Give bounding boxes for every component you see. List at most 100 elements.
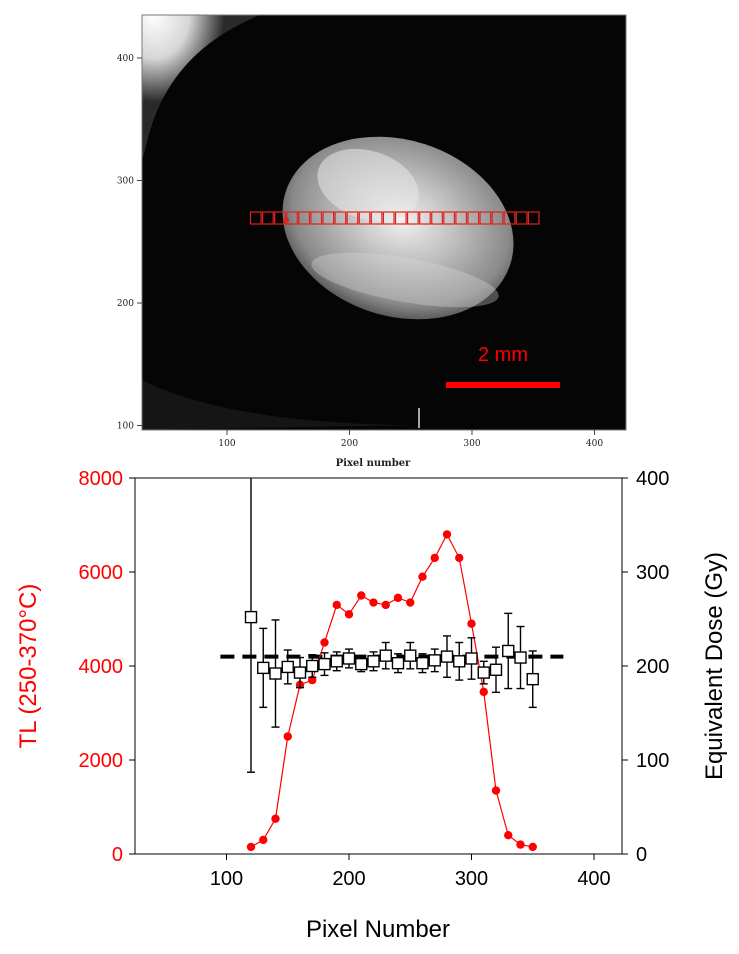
dose-point (257, 661, 270, 675)
roi-box (346, 211, 359, 225)
dose-series (244, 478, 539, 773)
x-tick-label: 400 (577, 868, 610, 890)
roi-box (261, 211, 274, 225)
roi-box (322, 211, 335, 225)
roi-box (394, 211, 407, 225)
dose-point (293, 666, 307, 679)
left-y-tick-label: 6000 (79, 562, 124, 584)
left-y-tick-label: 8000 (79, 468, 124, 490)
right-y-tick-label: 400 (636, 468, 669, 490)
right-y-tick-label: 0 (636, 844, 647, 866)
tl-point (504, 831, 513, 840)
image-y-tick-label: 300 (117, 177, 134, 187)
image-y-tick-label: 200 (117, 299, 134, 309)
dose-point (416, 656, 429, 670)
roi-box (382, 211, 395, 225)
left-axis-title: TL (250-370°C) (15, 584, 42, 749)
dose-point (330, 655, 343, 668)
tl-point (467, 619, 476, 628)
dose-point (379, 649, 392, 662)
roi-box (527, 211, 540, 225)
dose-point (465, 652, 478, 665)
roi-box (491, 211, 504, 225)
dose-point (477, 666, 490, 679)
x-tick-label: 300 (455, 868, 488, 890)
dose-point (526, 672, 539, 686)
dose-point (318, 657, 331, 671)
image-y-tick-label: 400 (117, 54, 134, 64)
tl-point (357, 591, 366, 600)
roi-box (310, 211, 323, 225)
dose-point (489, 663, 503, 676)
tl-point (381, 600, 390, 610)
tl-point (246, 842, 256, 852)
tl-point (393, 593, 403, 603)
x-tick-label: 200 (332, 868, 365, 890)
left-y-tick-label: 2000 (79, 750, 124, 772)
grain-highlight (317, 148, 419, 222)
dose-point (306, 659, 319, 673)
image-border (141, 14, 627, 431)
tl-point (320, 638, 329, 647)
roi-box (515, 211, 528, 225)
dose-point (502, 644, 515, 658)
left-y-tick-label: 4000 (79, 656, 124, 678)
right-axis-title: Equivalent Dose (Gy) (701, 552, 728, 780)
right-y-tick-label: 300 (636, 562, 669, 584)
roi-box (479, 211, 492, 225)
image-axes: 100 200 300 400 100 200 300 400 (117, 54, 604, 449)
roi-box (455, 211, 468, 225)
image-panel: 2 mm 100 200 300 400 100 200 300 400 Pixel numb… (100, 0, 630, 470)
tl-point (455, 553, 464, 563)
x-axis-title: Pixel Number (306, 916, 450, 943)
tl-point (283, 732, 292, 741)
roi-box (334, 211, 347, 225)
x-axis: 100 200 300 400 (210, 854, 611, 890)
right-y-tick-label: 200 (636, 656, 669, 678)
dose-point (428, 654, 441, 667)
tl-point (332, 600, 341, 610)
dose-point (355, 657, 368, 671)
roi-box (358, 211, 371, 225)
dose-point (367, 655, 380, 668)
dose-point (391, 656, 405, 670)
roi-box (503, 211, 516, 225)
sample-image (142, 15, 514, 430)
tl-point (430, 553, 439, 563)
bottom-shadow (142, 380, 420, 430)
tl-series (246, 530, 537, 852)
x-tick-label: 100 (210, 868, 243, 890)
roi-box (419, 211, 431, 225)
roi-box (298, 211, 311, 225)
chart: 0 2000 4000 6000 8000 0 100 200 300 400 100 200 30… (15, 468, 728, 943)
dose-point (404, 649, 417, 662)
roi-box (249, 211, 262, 225)
dose-point (281, 660, 294, 674)
roi-box (406, 211, 419, 225)
image-x-tick-label: 400 (586, 439, 603, 449)
roi-box (443, 211, 456, 225)
roi-boxes (249, 211, 540, 225)
tl-point (516, 840, 525, 849)
image-x-axis-label: Pixel number (336, 458, 411, 469)
left-y-axis: 0 2000 4000 6000 8000 (79, 468, 135, 866)
dose-point (244, 610, 258, 624)
dose-point (453, 655, 466, 668)
dose-point (342, 652, 356, 665)
dose-point (440, 650, 454, 663)
roi-marker (283, 217, 289, 223)
image-x-tick-label: 300 (463, 439, 480, 449)
roi-box (431, 211, 443, 225)
tl-point (271, 814, 280, 823)
roi-box (370, 211, 383, 225)
dose-point (514, 651, 527, 664)
left-y-tick-label: 0 (112, 844, 123, 866)
tl-point (442, 530, 452, 539)
image-x-tick-label: 100 (218, 439, 235, 449)
tl-point (479, 687, 488, 697)
vignette-edge (142, 15, 260, 160)
image-x-tick-label: 200 (341, 439, 358, 449)
tl-point (418, 572, 427, 581)
grain-lower-glow (311, 252, 499, 308)
